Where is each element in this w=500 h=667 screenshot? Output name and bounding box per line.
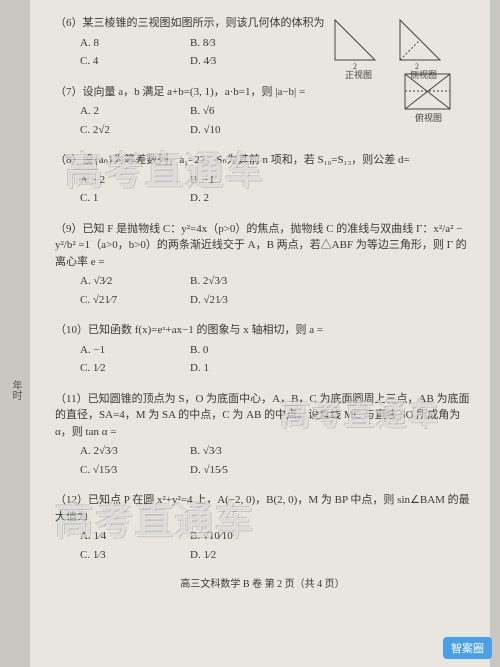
q8-opt-b: B. −1 [190,172,300,189]
q9-text: （9）已知 F 是抛物线 C：y²=4x（p>0）的焦点，抛物线 C 的准线与双… [55,221,470,271]
question-11: （11）已知圆锥的顶点为 S，O 为底面中心，A，B，C 为底面圆周上三点，AB… [55,391,470,479]
q10-opt-b: B. 0 [190,342,300,359]
q12-opt-a: A. 1⁄4 [80,528,190,545]
q10-options: A. −1 B. 0 C. 1⁄2 D. 1 [80,342,470,377]
q10-text: （10）已知函数 f(x)=eˣ+ax−1 的图象与 x 轴相切，则 a = [55,322,470,339]
q9-opt-d: D. √21⁄3 [190,292,300,309]
question-8: （8）设{aₙ}为等差数列，a₁=22，Sₙ为其前 n 项和，若 S₁₀=S₁₃… [55,152,470,207]
q7-opt-c: C. 2√2 [80,122,190,139]
q6-opt-d: D. 4⁄3 [190,53,300,70]
q8-opt-d: D. 2 [190,190,300,207]
q9-opt-a: A. √3⁄2 [80,273,190,290]
q10-opt-a: A. −1 [80,342,190,359]
q10-opt-d: D. 1 [190,360,300,377]
q12-opt-c: C. 1⁄3 [80,547,190,564]
page-footer: 高三文科数学 B 卷 第 2 页（共 4 页） [55,577,470,592]
q12-text: （12）已知点 P 在圆 x²+y²=4 上，A(−2, 0)，B(2, 0)，… [55,492,470,525]
q11-opt-c: C. √15⁄3 [80,462,190,479]
question-7: （7）设向量 a，b 满足 a+b=(3, 1)，a·b=1，则 |a−b| =… [55,84,470,139]
q8-opt-c: C. 1 [80,190,190,207]
question-6: （6）某三棱锥的三视图如图所示，则该几何体的体积为 A. 8 B. 8⁄3 C.… [55,15,470,70]
q11-text: （11）已知圆锥的顶点为 S，O 为底面中心，A，B，C 为底面圆周上三点，AB… [55,391,470,441]
q12-options: A. 1⁄4 B. √10⁄10 C. 1⁄3 D. 1⁄2 [80,528,470,563]
q12-opt-d: D. 1⁄2 [190,547,300,564]
question-10: （10）已知函数 f(x)=eˣ+ax−1 的图象与 x 轴相切，则 a = A… [55,322,470,377]
site-logo: 智案圈 [443,637,492,659]
svg-text:俯视图: 俯视图 [415,112,442,123]
question-12: （12）已知点 P 在圆 x²+y²=4 上，A(−2, 0)，B(2, 0)，… [55,492,470,563]
margin-text: 年时 [3,380,23,400]
exam-page: （6）某三棱锥的三视图如图所示，则该几何体的体积为 A. 8 B. 8⁄3 C.… [30,0,490,667]
q8-opt-a: A. −2 [80,172,190,189]
q9-opt-c: C. √21⁄7 [80,292,190,309]
q9-opt-b: B. 2√3⁄3 [190,273,300,290]
q7-opt-d: D. √10 [190,122,300,139]
q7-diagram: 俯视图 [395,69,465,130]
svg-text:正视图: 正视图 [345,69,372,80]
q6-opt-c: C. 4 [80,53,190,70]
q8-options: A. −2 B. −1 C. 1 D. 2 [80,172,470,207]
question-9: （9）已知 F 是抛物线 C：y²=4x（p>0）的焦点，抛物线 C 的准线与双… [55,221,470,309]
q6-opt-a: A. 8 [80,35,190,52]
q8-text: （8）设{aₙ}为等差数列，a₁=22，Sₙ为其前 n 项和，若 S₁₀=S₁₃… [55,152,470,169]
q7-opt-b: B. √6 [190,103,300,120]
q12-opt-b: B. √10⁄10 [190,528,300,545]
q6-opt-b: B. 8⁄3 [190,35,300,52]
q7-opt-a: A. 2 [80,103,190,120]
q11-opt-a: A. 2√3⁄3 [80,443,190,460]
q11-opt-b: B. √3⁄3 [190,443,300,460]
q11-opt-d: D. √15⁄5 [190,462,300,479]
q9-options: A. √3⁄2 B. 2√3⁄3 C. √21⁄7 D. √21⁄3 [80,273,470,308]
q10-opt-c: C. 1⁄2 [80,360,190,377]
q11-options: A. 2√3⁄3 B. √3⁄3 C. √15⁄3 D. √15⁄5 [80,443,470,478]
